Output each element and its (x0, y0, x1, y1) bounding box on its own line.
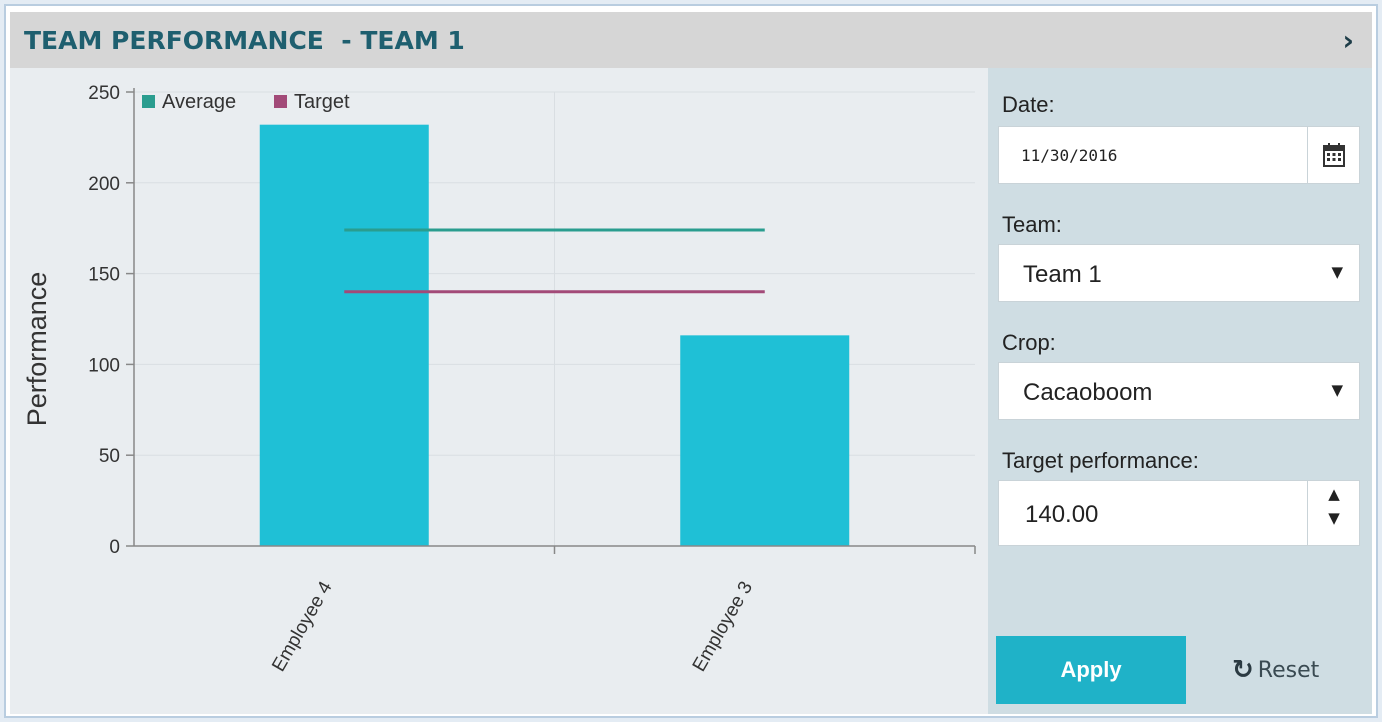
page-title: TEAM PERFORMANCE - TEAM 1 (24, 26, 465, 55)
team-select[interactable]: Team 1 ▼ (998, 244, 1360, 302)
legend-label: Target (294, 91, 350, 113)
target-performance-value[interactable]: 140.00 (1025, 501, 1099, 528)
team-select-value[interactable]: Team 1 (1023, 261, 1102, 288)
y-tick-label: 0 (109, 537, 120, 558)
decrement-icon[interactable]: ▼ (1328, 509, 1340, 527)
y-tick-label: 250 (88, 83, 120, 104)
apply-button[interactable]: Apply (996, 636, 1186, 704)
target-performance-input[interactable]: 140.00 ▲ ▼ (998, 480, 1360, 546)
filter-panel: Date: 11/30/2016 Team: Team 1 ▼ Crop: Ca… (988, 68, 1372, 714)
legend-swatch (274, 95, 287, 108)
reset-icon: ↻ (1232, 655, 1254, 685)
performance-chart: 0 50 100 150 200 250 Employee 4 Employee 3 Perfo… (22, 83, 976, 676)
increment-icon[interactable]: ▲ (1328, 485, 1340, 503)
panel-header: TEAM PERFORMANCE - TEAM 1 › (10, 12, 1372, 68)
calendar-button[interactable] (1307, 127, 1359, 183)
y-tick-label: 150 (88, 265, 120, 286)
bar-employee-3 (680, 335, 850, 546)
y-tick-label: 200 (88, 174, 120, 195)
team-label: Team: (1002, 212, 1062, 237)
crop-label: Crop: (1002, 330, 1056, 355)
y-axis-label: Performance (22, 272, 52, 427)
crop-select-value[interactable]: Cacaoboom (1023, 379, 1153, 406)
legend-swatch (142, 95, 155, 108)
number-spinner: ▲ ▼ (1307, 481, 1359, 545)
y-tick-label: 100 (88, 355, 120, 376)
chevron-down-icon[interactable]: ▼ (1331, 381, 1343, 399)
bar-employee-4 (259, 124, 429, 547)
reset-label: Reset (1257, 657, 1320, 683)
date-field[interactable]: 11/30/2016 (998, 126, 1360, 184)
chevron-right-icon[interactable]: › (1342, 24, 1354, 57)
x-tick-label: Employee 4 (268, 578, 337, 676)
target-performance-label: Target performance: (1002, 448, 1199, 473)
date-value[interactable]: 11/30/2016 (1021, 146, 1118, 165)
calendar-icon (1322, 143, 1345, 167)
reset-button[interactable]: ↻ Reset (1232, 652, 1319, 688)
y-tick-label: 50 (99, 446, 120, 467)
chart-area: 0 50 100 150 200 250 Employee 4 Employee 3 Perfo… (10, 68, 988, 714)
chevron-down-icon[interactable]: ▼ (1331, 263, 1343, 281)
crop-select[interactable]: Cacaoboom ▼ (998, 362, 1360, 420)
date-label: Date: (1002, 92, 1055, 117)
legend-label: Average (162, 91, 236, 113)
x-tick-label: Employee 3 (689, 578, 757, 675)
